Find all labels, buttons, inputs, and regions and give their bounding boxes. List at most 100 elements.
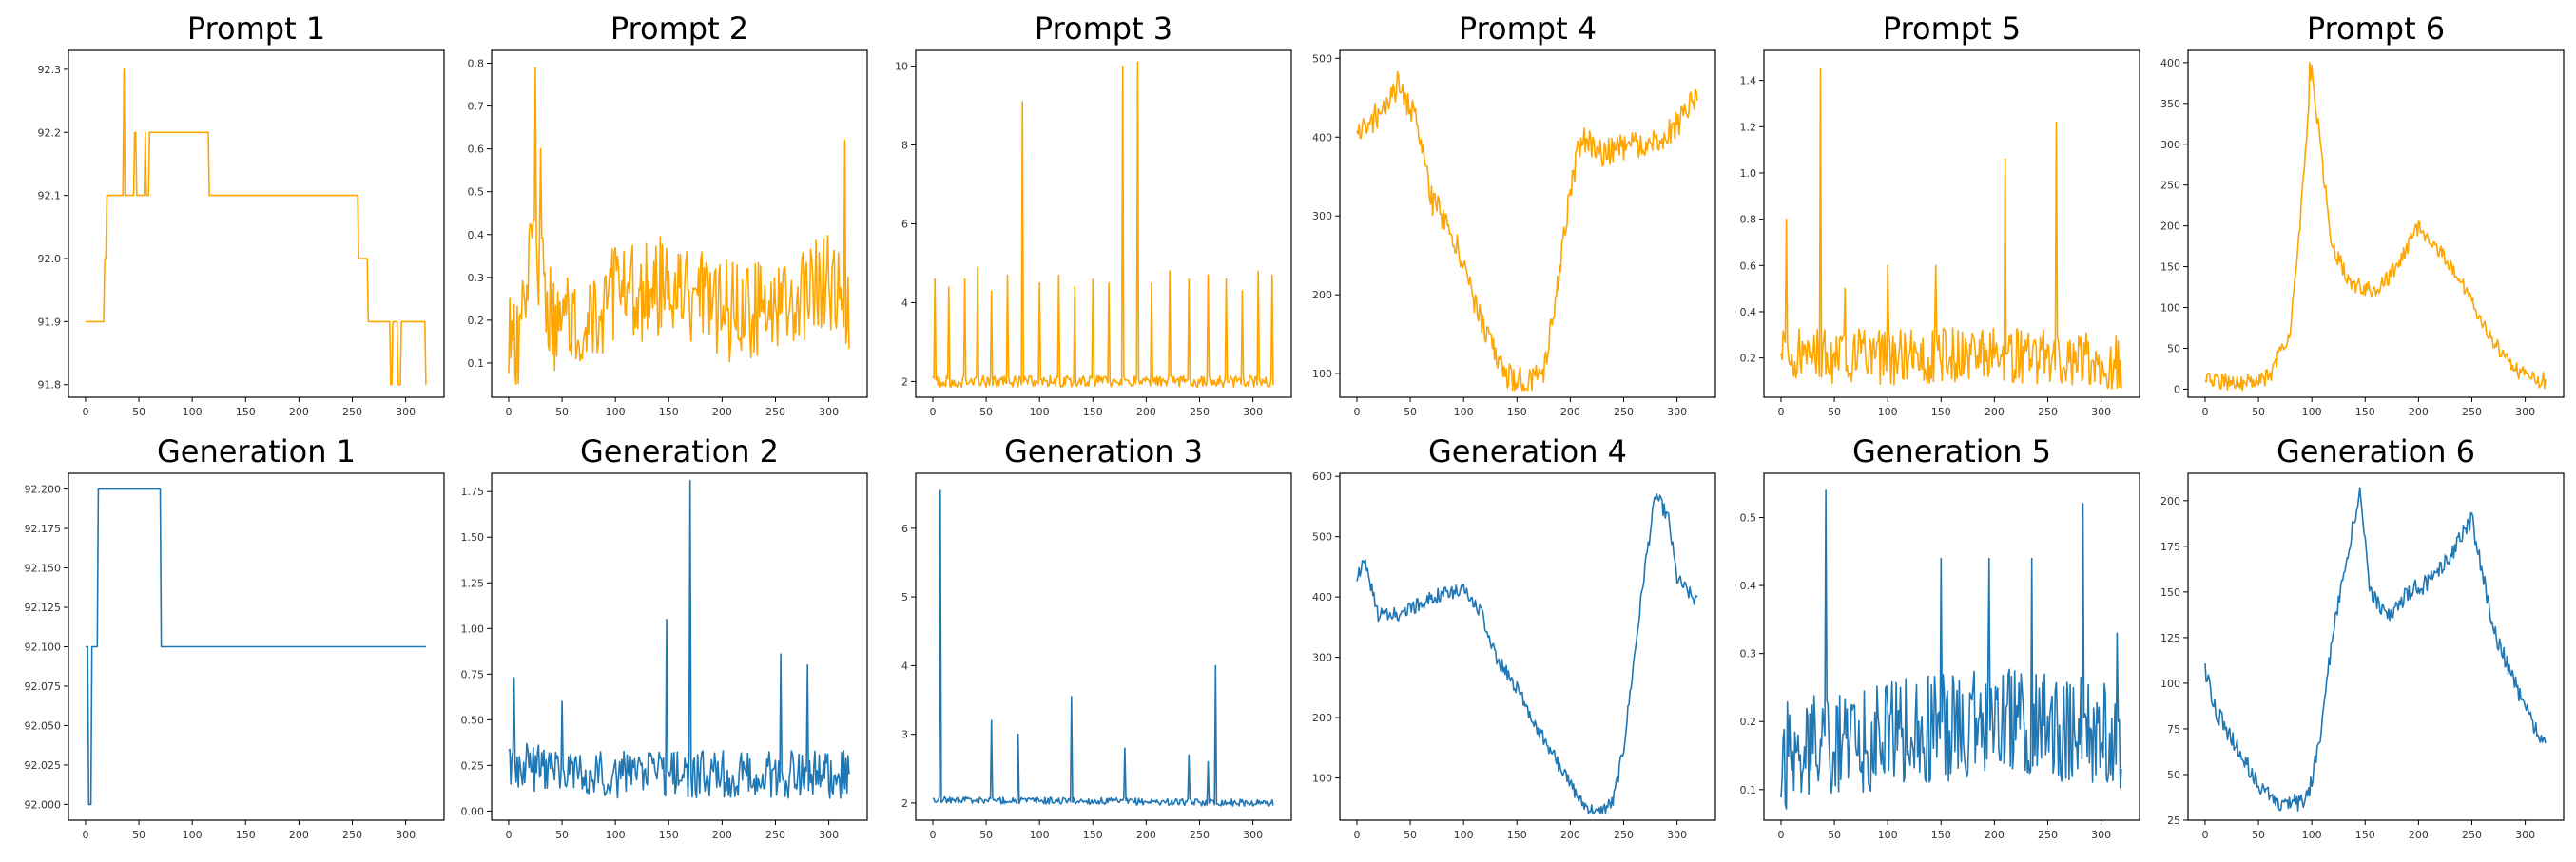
- y-tick-label: 8: [901, 140, 908, 152]
- y-tick-label: 0.1: [468, 357, 485, 370]
- x-tick-label: 50: [2252, 406, 2265, 418]
- x-tick-label: 300: [2091, 829, 2111, 841]
- panel-title: Generation 3: [1004, 433, 1203, 469]
- y-tick-label: 400: [1312, 131, 1332, 144]
- x-tick-label: 150: [1931, 406, 1951, 418]
- panel-title: Generation 4: [1428, 433, 1627, 469]
- y-tick-label: 0.8: [468, 58, 485, 70]
- y-tick-label: 350: [2160, 98, 2180, 110]
- series-line: [86, 488, 426, 806]
- x-tick-label: 100: [1454, 406, 1474, 418]
- series-line: [1356, 70, 1698, 392]
- y-tick-label: 0.6: [1740, 259, 1757, 272]
- series-line: [932, 61, 1274, 389]
- y-tick-label: 500: [1312, 52, 1332, 65]
- panel-5: Prompt 5 0 50 100 150 200 250 300 0.2 0.4 0.6 0.8 1.…: [1740, 10, 2140, 418]
- x-tick-label: 200: [2409, 406, 2429, 418]
- x-tick-label: 0: [82, 829, 88, 841]
- y-tick-label: 50: [2167, 342, 2180, 354]
- series-line: [1780, 67, 2122, 390]
- y-tick-label: 91.9: [38, 316, 62, 328]
- x-tick-label: 0: [505, 406, 512, 418]
- x-tick-label: 0: [929, 406, 936, 418]
- y-tick-label: 0.2: [1740, 353, 1757, 365]
- series-line: [2204, 487, 2547, 812]
- x-tick-label: 200: [1985, 406, 2005, 418]
- y-tick-label: 1.2: [1740, 121, 1757, 133]
- x-tick-label: 300: [819, 829, 839, 841]
- plot-frame: [1763, 49, 2140, 398]
- y-tick-label: 4: [901, 660, 908, 672]
- y-tick-label: 150: [2160, 261, 2180, 274]
- x-tick-label: 250: [342, 829, 362, 841]
- series-line: [508, 67, 850, 385]
- y-tick-label: 0.4: [468, 229, 485, 241]
- panel-title: Generation 2: [580, 433, 779, 469]
- y-tick-label: 75: [2167, 723, 2180, 736]
- x-tick-label: 0: [82, 406, 88, 418]
- panel-title: Prompt 5: [1883, 10, 2021, 47]
- x-tick-label: 100: [183, 406, 203, 418]
- series-line: [1356, 493, 1698, 814]
- x-tick-label: 0: [1353, 829, 1360, 841]
- x-tick-label: 300: [1667, 829, 1687, 841]
- x-tick-label: 100: [606, 406, 626, 418]
- series-line: [932, 489, 1274, 807]
- panel-6: Prompt 6 0 50 100 150 200 250 300 0 50 100 150 200 25…: [2160, 10, 2565, 418]
- x-tick-label: 150: [236, 829, 256, 841]
- y-tick-label: 0.5: [468, 186, 485, 199]
- series-line: [1780, 489, 2122, 810]
- y-tick-label: 92.3: [38, 64, 62, 76]
- plot-frame: [1339, 472, 1716, 821]
- y-tick-label: 25: [2167, 814, 2180, 827]
- y-tick-label: 92.100: [25, 642, 62, 654]
- y-tick-label: 91.8: [38, 379, 62, 392]
- y-tick-label: 92.2: [38, 126, 62, 139]
- x-tick-label: 250: [342, 406, 362, 418]
- x-tick-label: 200: [712, 829, 732, 841]
- plot-frame: [2187, 472, 2565, 821]
- x-tick-label: 200: [1136, 829, 1156, 841]
- x-tick-label: 50: [2252, 829, 2265, 841]
- y-tick-label: 0.2: [1740, 716, 1757, 728]
- x-tick-label: 100: [1454, 829, 1474, 841]
- y-tick-label: 200: [2160, 220, 2180, 233]
- y-tick-label: 6: [901, 219, 908, 231]
- y-tick-label: 92.125: [25, 602, 62, 614]
- y-tick-label: 92.025: [25, 759, 62, 772]
- y-tick-label: 200: [2160, 495, 2180, 508]
- y-tick-label: 1.50: [461, 531, 485, 544]
- x-tick-label: 50: [132, 829, 145, 841]
- x-tick-label: 50: [132, 406, 145, 418]
- y-tick-label: 1.25: [461, 577, 485, 589]
- y-tick-label: 92.175: [25, 523, 62, 535]
- x-tick-label: 300: [396, 406, 416, 418]
- series-line: [508, 479, 850, 799]
- panel-title: Prompt 4: [1459, 10, 1597, 47]
- x-tick-label: 50: [1828, 406, 1841, 418]
- plot-frame: [1339, 49, 1716, 398]
- panel-2: Prompt 2 0 50 100 150 200 250 300 0.1 0.2 0.3 0.4 0.…: [468, 10, 868, 418]
- y-tick-label: 50: [2167, 769, 2180, 781]
- y-tick-label: 200: [1312, 712, 1332, 724]
- x-tick-label: 50: [1404, 406, 1417, 418]
- plot-frame: [68, 49, 445, 398]
- y-tick-label: 400: [1312, 591, 1332, 603]
- x-tick-label: 50: [555, 406, 569, 418]
- y-tick-label: 0.75: [461, 668, 485, 680]
- x-tick-label: 50: [1404, 829, 1417, 841]
- x-tick-label: 300: [1243, 829, 1263, 841]
- y-tick-label: 92.075: [25, 680, 62, 693]
- y-tick-label: 0.3: [1740, 648, 1757, 661]
- y-tick-label: 175: [2160, 541, 2180, 553]
- x-tick-label: 250: [1614, 829, 1634, 841]
- x-tick-label: 150: [236, 406, 256, 418]
- y-tick-label: 0.6: [468, 144, 485, 156]
- y-tick-label: 600: [1312, 470, 1332, 483]
- plot-frame: [2187, 49, 2565, 398]
- x-tick-label: 300: [1667, 406, 1687, 418]
- x-tick-label: 0: [2201, 829, 2208, 841]
- panel-10: Generation 4 0 50 100 150 200 250 300 100 200 300 4…: [1312, 433, 1716, 841]
- x-tick-label: 300: [2091, 406, 2111, 418]
